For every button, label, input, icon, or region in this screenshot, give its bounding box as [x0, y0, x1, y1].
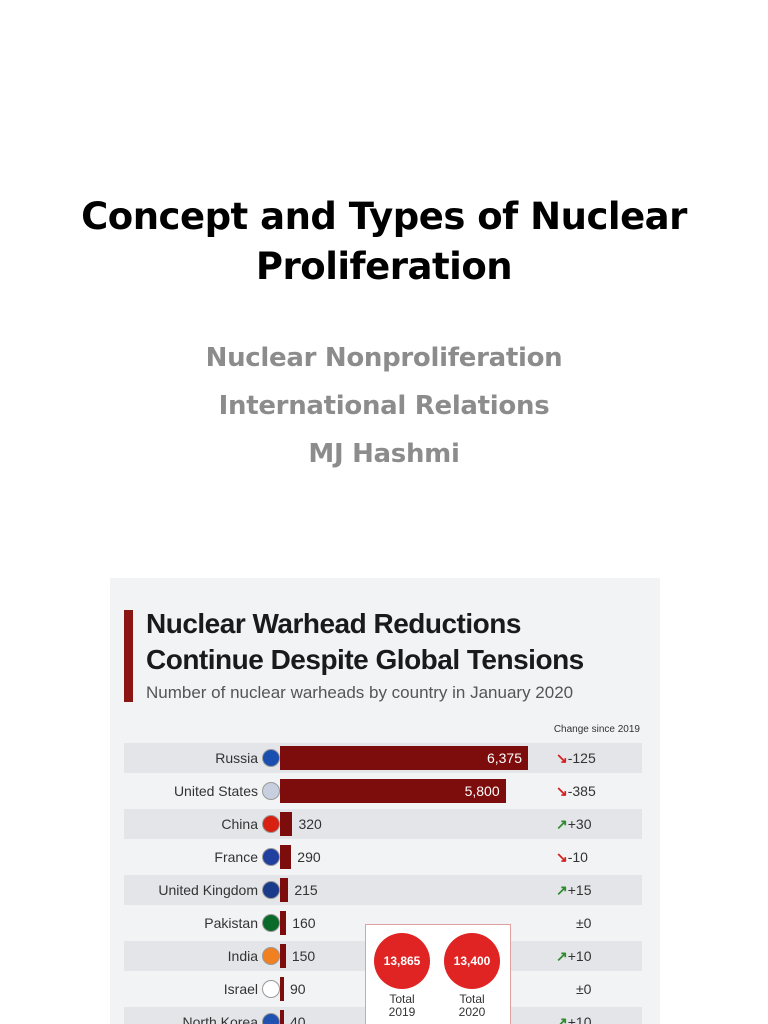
bar-value-label: 215	[294, 882, 318, 898]
arrow-up-icon: ↗	[556, 882, 568, 898]
change-cell: ↗+10	[556, 941, 591, 971]
bar	[280, 944, 286, 968]
bar-value-label: 290	[297, 849, 321, 865]
change-value: +10	[567, 948, 592, 964]
total-2019-label: Total 2019	[374, 993, 430, 1019]
total-2020-circle: 13,400	[444, 933, 500, 989]
arrow-up-icon: ↗	[556, 1014, 568, 1024]
change-value: +15	[567, 882, 592, 898]
bar	[280, 1010, 284, 1024]
flag-icon	[262, 848, 280, 866]
infographic-subtitle: Number of nuclear warheads by country in…	[146, 683, 574, 702]
country-label: United Kingdom	[158, 882, 258, 898]
bar-value-label: 320	[298, 816, 322, 832]
bar-value-label: 40	[290, 1014, 306, 1024]
flag-icon	[262, 881, 280, 899]
total-2019-circle: 13,865	[374, 933, 430, 989]
table-row: Israel 90 ±0	[124, 974, 642, 1004]
table-row: France 290 ↘-10	[124, 842, 642, 872]
change-value: -125	[567, 750, 596, 766]
change-value: -385	[567, 783, 596, 799]
table-row: China 320 ↗+30	[124, 809, 642, 839]
change-cell: ↗+30	[556, 809, 591, 839]
table-row: Russia 6,375 ↘-125	[124, 743, 642, 773]
bar	[280, 977, 284, 1001]
table-row: United States 5,800 ↘-385	[124, 776, 642, 806]
total-2020-label-year: 2020	[458, 1005, 486, 1019]
bar	[280, 845, 292, 869]
change-cell: ±0	[576, 908, 591, 938]
change-cell: ↗+15	[556, 875, 591, 905]
totals-box: 13,865 13,400 Total 2019 Total 2020	[365, 924, 511, 1024]
change-cell: ↘-125	[556, 743, 596, 773]
country-label: Pakistan	[204, 915, 258, 931]
change-value: +30	[567, 816, 592, 832]
arrow-down-icon: ↘	[556, 783, 568, 799]
change-cell: ↘-10	[556, 842, 588, 872]
slide-title-line1: Concept and Types of Nuclear	[81, 195, 687, 238]
bar	[280, 746, 528, 770]
flag-icon	[262, 980, 280, 998]
flag-icon	[262, 749, 280, 767]
infographic-title-line2: Continue Despite Global Tensions	[146, 644, 584, 675]
infographic-title-line1: Nuclear Warhead Reductions	[146, 608, 521, 639]
country-label: North Korea	[182, 1014, 258, 1024]
change-cell: ±0	[576, 974, 591, 1004]
country-label: India	[227, 948, 258, 964]
bar	[280, 779, 506, 803]
warhead-infographic: Nuclear Warhead Reductions Continue Desp…	[110, 578, 660, 1024]
bar-value-label: 160	[292, 915, 316, 931]
flag-icon	[262, 782, 280, 800]
table-row: Pakistan 160 ±0	[124, 908, 642, 938]
arrow-down-icon: ↘	[556, 750, 568, 766]
country-label: China	[221, 816, 258, 832]
subtitle-line-course: Nuclear Nonproliferation	[205, 343, 563, 373]
flag-icon	[262, 947, 280, 965]
bar-value-label: 6,375	[486, 750, 522, 766]
change-value: ±0	[576, 915, 592, 931]
total-2019-label-text: Total	[389, 992, 415, 1006]
arrow-down-icon: ↘	[556, 849, 568, 865]
subtitle-line-subject: International Relations	[218, 391, 550, 421]
bar-value-label: 5,800	[464, 783, 500, 799]
country-label: France	[214, 849, 258, 865]
change-cell: ↘-385	[556, 776, 596, 806]
flag-icon	[262, 1013, 280, 1024]
flag-icon	[262, 914, 280, 932]
slide-subtitle: Nuclear Nonproliferation International R…	[40, 334, 728, 478]
total-2019-label-year: 2019	[388, 1005, 416, 1019]
table-row: United Kingdom 215 ↗+15	[124, 875, 642, 905]
slide-title: Concept and Types of Nuclear Proliferati…	[40, 192, 728, 292]
country-label: Israel	[223, 981, 258, 997]
change-value: -10	[567, 849, 588, 865]
total-2020-label: Total 2020	[444, 993, 500, 1019]
change-value: ±0	[576, 981, 592, 997]
bar	[280, 812, 293, 836]
change-cell: ↗+10	[556, 1007, 591, 1024]
change-value: +10	[567, 1014, 592, 1024]
flag-icon	[262, 815, 280, 833]
bar-value-label: 150	[291, 948, 316, 964]
arrow-up-icon: ↗	[556, 816, 568, 832]
bar-value-label: 90	[290, 981, 306, 997]
country-label: United States	[173, 783, 258, 799]
bar	[280, 878, 289, 902]
subtitle-line-author: MJ Hashmi	[308, 439, 460, 469]
slide-title-line2: Proliferation	[255, 245, 513, 288]
total-2020-label-text: Total	[459, 992, 485, 1006]
bar	[280, 911, 287, 935]
infographic-title: Nuclear Warhead Reductions Continue Desp…	[146, 606, 656, 678]
country-label: Russia	[215, 750, 258, 766]
accent-bar	[124, 610, 133, 702]
arrow-up-icon: ↗	[556, 948, 568, 964]
change-column-header: Change since 2019	[553, 724, 640, 735]
